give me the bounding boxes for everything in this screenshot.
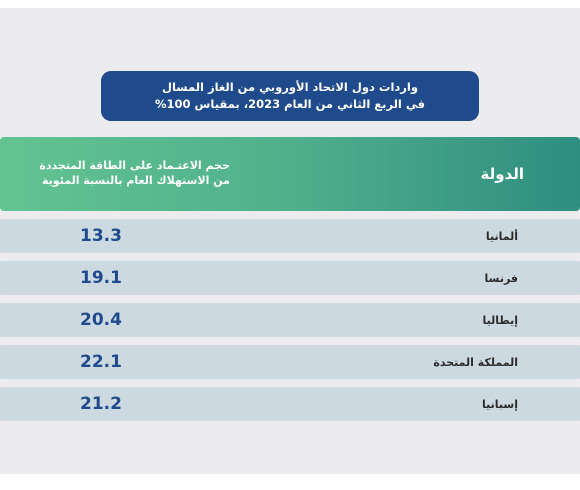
row-country: إيطاليا bbox=[482, 313, 519, 327]
row-country: المملكة المتحدة bbox=[433, 355, 518, 369]
table-row: إسبانيا 21.2 bbox=[0, 387, 580, 421]
row-country: فرنسا bbox=[484, 271, 519, 285]
table-row: فرنسا 19.1 bbox=[0, 261, 580, 295]
row-country: ألمانيا bbox=[485, 229, 518, 243]
title-line-1: واردات دول الاتحاد الأوروبي من الغاز الم… bbox=[162, 80, 418, 94]
header-value-line-1: حجم الاعتـماد على الطاقة المتجددة bbox=[39, 159, 230, 172]
table-row: إيطاليا 20.4 bbox=[0, 303, 580, 337]
table-body: ألمانيا 13.3 فرنسا 19.1 إيطاليا 20.4 الم… bbox=[0, 219, 580, 429]
row-value: 20.4 bbox=[80, 310, 122, 330]
row-value: 22.1 bbox=[80, 352, 122, 372]
header-value: حجم الاعتـماد على الطاقة المتجددة من الا… bbox=[20, 158, 230, 188]
row-value: 19.1 bbox=[80, 268, 122, 288]
header-country: الدولة bbox=[480, 165, 525, 183]
header-value-line-2: من الاستهلاك العام بالنسبة المئوية bbox=[42, 174, 230, 187]
table-row: ألمانيا 13.3 bbox=[0, 219, 580, 253]
title-box: واردات دول الاتحاد الأوروبي من الغاز الم… bbox=[101, 71, 479, 121]
title-line-2: في الربع الثاني من العام 2023، بمقياس 10… bbox=[154, 97, 426, 111]
row-country: إسبانيا bbox=[482, 397, 518, 411]
table-header: الدولة حجم الاعتـماد على الطاقة المتجددة… bbox=[0, 137, 580, 211]
row-value: 13.3 bbox=[80, 226, 122, 246]
row-value: 21.2 bbox=[80, 394, 122, 414]
table-row: المملكة المتحدة 22.1 bbox=[0, 345, 580, 379]
